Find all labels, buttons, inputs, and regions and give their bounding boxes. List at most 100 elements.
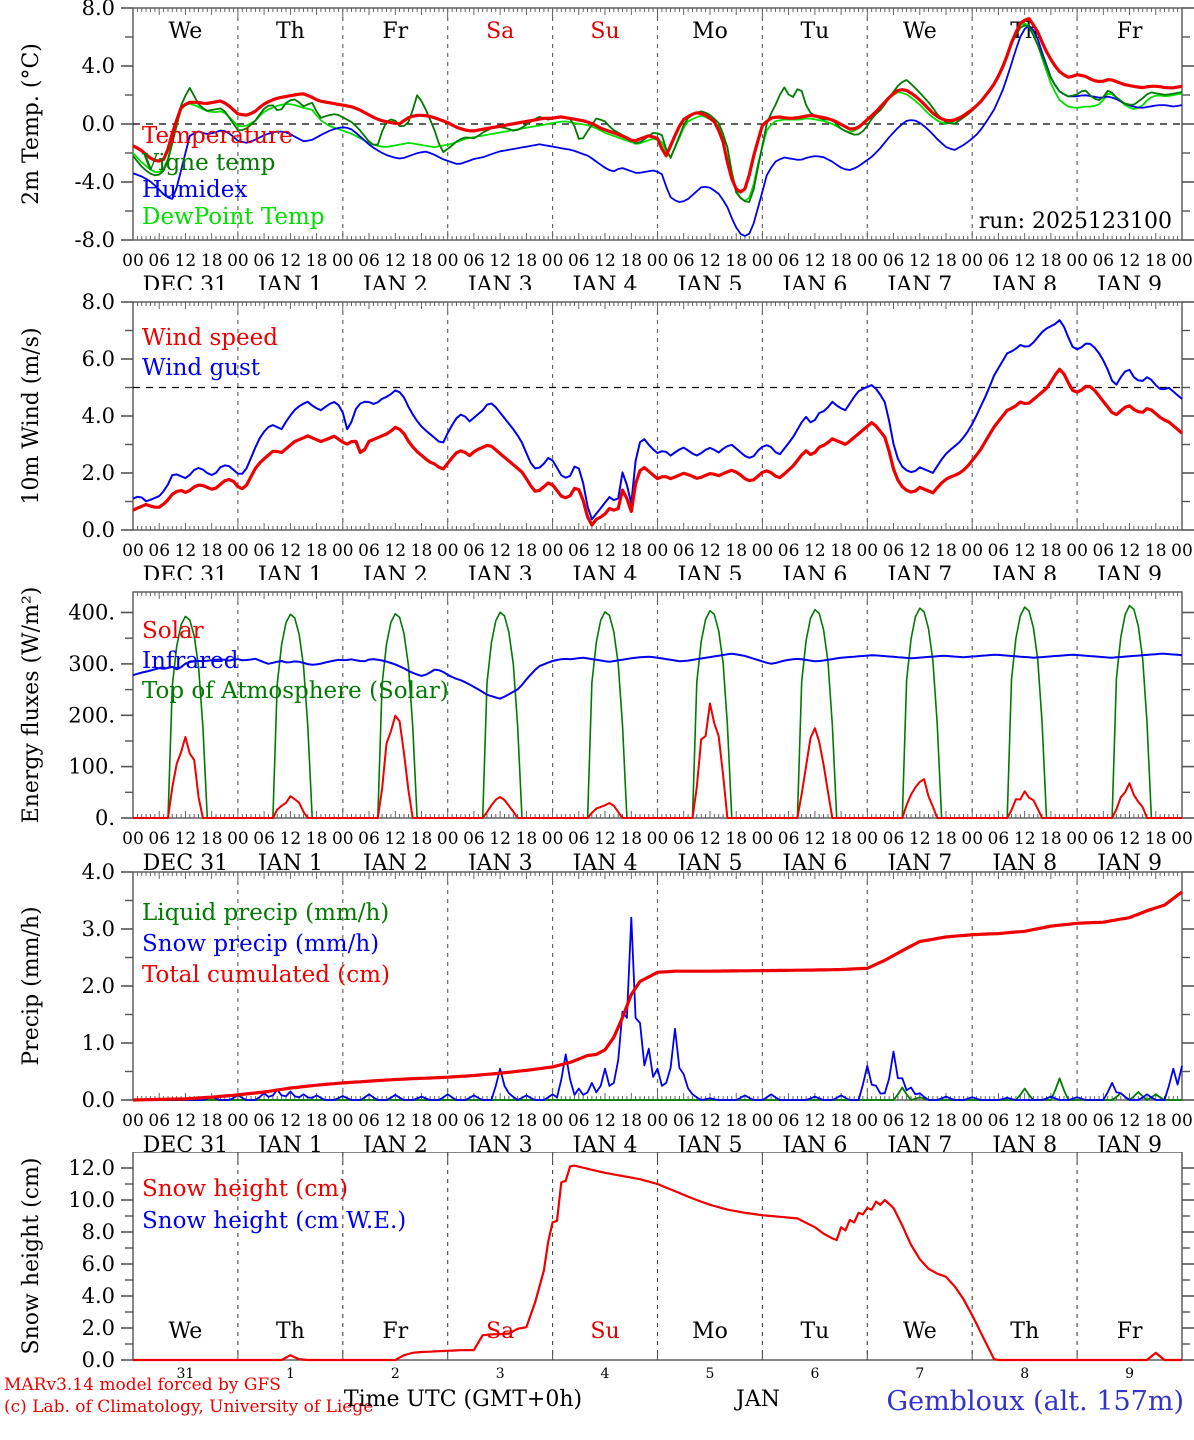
date-label: JAN 9 <box>1095 851 1162 870</box>
day-number-label: 3 <box>496 1366 505 1382</box>
legend-item-infrared: Infrared <box>142 648 239 674</box>
hour-tick-label: 06 <box>778 251 800 271</box>
hour-tick-label: 18 <box>201 829 223 849</box>
day-name-label: Sa <box>486 19 514 44</box>
date-label: JAN 6 <box>780 563 847 580</box>
panel-precip: 0.0 1.0 2.0 3.0 4.0 Liquid precip (mm/h) Snow … <box>0 862 1194 1152</box>
legend-item-total-cumulated-cm-: Total cumulated (cm) <box>142 962 390 988</box>
date-label: DEC 31 <box>143 1133 229 1152</box>
date-label: DEC 31 <box>143 563 229 580</box>
hour-tick-label: 12 <box>489 541 511 561</box>
date-label: JAN 5 <box>676 563 743 580</box>
hour-tick-label: 06 <box>568 1111 590 1131</box>
date-label: JAN 4 <box>571 273 638 290</box>
hour-tick-label: 00 <box>1171 829 1193 849</box>
hour-tick-label: 00 <box>227 251 249 271</box>
hour-tick-label: 06 <box>358 541 380 561</box>
date-label: JAN 5 <box>676 851 743 870</box>
hour-tick-label: 12 <box>699 1111 721 1131</box>
legend-item-snow-precip-mm-h-: Snow precip (mm/h) <box>142 931 379 957</box>
hour-tick-label: 12 <box>804 1111 826 1131</box>
series-total-cumulated <box>132 890 1183 1102</box>
hour-tick-label: 00 <box>542 251 564 271</box>
energy-ytick-label: 200. <box>68 703 115 727</box>
hour-tick-label: 06 <box>358 1111 380 1131</box>
hour-tick-label: 06 <box>1092 1111 1114 1131</box>
day-name-label: We <box>903 1319 937 1344</box>
legend-item-solar: Solar <box>142 618 204 644</box>
date-label: JAN 2 <box>361 1133 428 1152</box>
hour-tick-label: 00 <box>961 1111 983 1131</box>
hour-tick-label: 18 <box>830 1111 852 1131</box>
hour-tick-label: 18 <box>516 251 538 271</box>
legend-item-top-of-atmosphere-solar-: Top of Atmosphere (Solar) <box>142 678 449 704</box>
hour-tick-label: 00 <box>227 1111 249 1131</box>
hour-tick-label: 06 <box>568 541 590 561</box>
date-label: DEC 31 <box>143 273 229 290</box>
hour-tick-label: 18 <box>725 251 747 271</box>
hour-tick-label: 00 <box>437 251 459 271</box>
hour-tick-label: 18 <box>725 541 747 561</box>
hour-tick-label: 06 <box>883 541 905 561</box>
legend-item-temperature: Temperature <box>142 123 293 149</box>
day-name-label: Fr <box>1117 19 1143 44</box>
snow-ytick-label: 0.0 <box>82 1348 115 1372</box>
hour-tick-label: 18 <box>411 541 433 561</box>
date-label: JAN 7 <box>885 851 952 870</box>
hour-tick-label: 06 <box>463 829 485 849</box>
station-label: Gembloux (alt. 157m) <box>887 1386 1184 1417</box>
hour-tick-label: 06 <box>988 541 1010 561</box>
hour-tick-label: 06 <box>778 1111 800 1131</box>
hour-tick-label: 06 <box>883 829 905 849</box>
day-number-label: 6 <box>810 1366 819 1382</box>
date-label: JAN 4 <box>571 563 638 580</box>
hour-tick-label: 00 <box>752 251 774 271</box>
hour-tick-label: 12 <box>699 829 721 849</box>
day-name-label: We <box>168 1319 202 1344</box>
date-label: JAN 2 <box>361 851 428 870</box>
series-snow-precip <box>133 916 1183 1101</box>
hour-tick-label: 18 <box>830 829 852 849</box>
wind-ytick-label: 4.0 <box>82 404 115 428</box>
date-label: JAN 8 <box>990 1133 1057 1152</box>
hour-tick-label: 00 <box>1171 251 1193 271</box>
hour-tick-label: 06 <box>463 251 485 271</box>
hour-tick-label: 00 <box>122 251 144 271</box>
hour-tick-label: 06 <box>673 541 695 561</box>
snow-ytick-label: 12.0 <box>68 1156 115 1180</box>
precip-ytick-label: 4.0 <box>82 862 115 884</box>
day-number-label: 31 <box>176 1366 194 1382</box>
hour-tick-label: 06 <box>253 541 275 561</box>
date-label: JAN 9 <box>1095 1133 1162 1152</box>
hour-tick-label: 18 <box>620 251 642 271</box>
x-axis-month-label: JAN <box>734 1387 780 1412</box>
precip-ytick-label: 2.0 <box>82 974 115 998</box>
hour-tick-label: 06 <box>988 251 1010 271</box>
x-axis-title: Time UTC (GMT+0h) <box>344 1387 582 1412</box>
temperature-ytick-label: 0.0 <box>82 112 115 136</box>
series-solar <box>133 702 1182 819</box>
date-label: JAN 8 <box>990 563 1057 580</box>
date-label: DEC 31 <box>143 851 229 870</box>
hour-tick-label: 00 <box>1066 251 1088 271</box>
energy-ytick-label: 100. <box>68 755 115 779</box>
panel-wind: 0.0 2.0 4.0 6.0 8.0 Wind speed Wind gust 10m Wi… <box>0 290 1194 580</box>
hour-tick-label: 18 <box>1145 829 1167 849</box>
series-wind-speed <box>132 367 1184 527</box>
date-label: JAN 4 <box>571 851 638 870</box>
snow-ytick-label: 8.0 <box>82 1220 115 1244</box>
snow-y-axis-title: Snow height (cm) <box>19 1158 44 1355</box>
hour-tick-label: 18 <box>516 829 538 849</box>
panel-temperature: -8.0 -4.0 0.0 4.0 8.0 We Th Fr Sa Su Mo Tu We Th Fr Tem… <box>0 0 1194 290</box>
hour-tick-label: 00 <box>752 541 774 561</box>
day-name-label: Tu <box>800 19 829 44</box>
date-label: JAN 8 <box>990 273 1057 290</box>
day-number-label: 2 <box>391 1366 400 1382</box>
hour-tick-label: 18 <box>620 541 642 561</box>
hour-tick-label: 06 <box>1092 829 1114 849</box>
date-label: JAN 6 <box>780 273 847 290</box>
date-label: JAN 7 <box>885 273 952 290</box>
temperature-ytick-label: -8.0 <box>75 228 116 252</box>
hour-tick-label: 12 <box>384 541 406 561</box>
hour-tick-label: 00 <box>856 1111 878 1131</box>
